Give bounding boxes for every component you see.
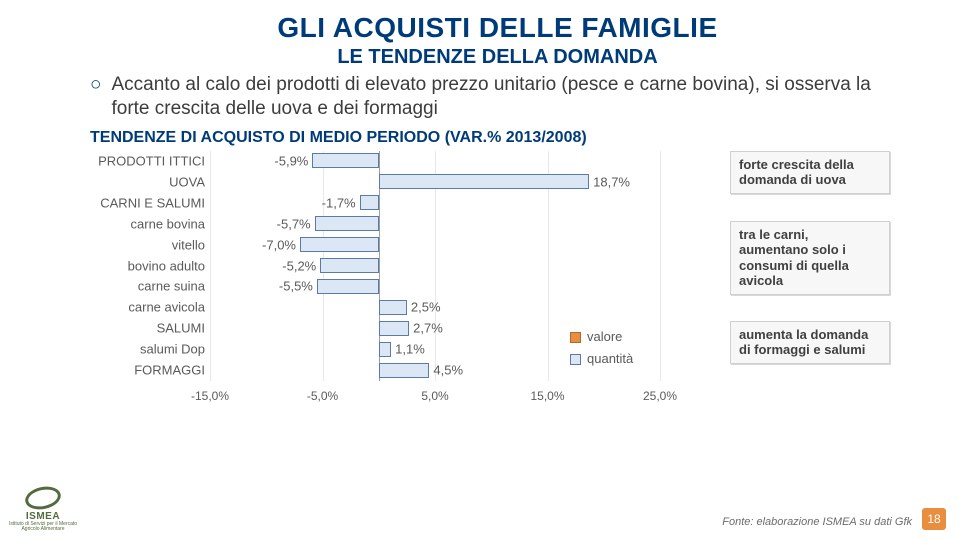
x-tick-label: 25,0% [643, 389, 677, 403]
bar-value-label: 2,7% [413, 321, 443, 336]
logo-subtext: Istituto di Servizi per il Mercato Agric… [8, 522, 78, 532]
bar-value-label: 1,1% [395, 342, 425, 357]
category-label: UOVA [169, 174, 205, 189]
bar [379, 342, 391, 357]
bar [360, 195, 379, 210]
category-label: CARNI E SALUMI [100, 195, 205, 210]
bar [379, 300, 407, 315]
legend-swatch-valore [570, 332, 581, 343]
x-tick-label: 15,0% [530, 389, 564, 403]
bar [312, 153, 378, 168]
annotation-uova: forte crescita della domanda di uova [730, 151, 890, 194]
x-tick-label: -15,0% [191, 389, 229, 403]
category-label: carne suina [138, 279, 205, 294]
bar-value-label: -5,9% [274, 153, 312, 168]
category-label: PRODOTTI ITTICI [98, 153, 205, 168]
category-label: carne avicola [128, 300, 205, 315]
bar-value-label: 18,7% [593, 174, 630, 189]
legend-quantita: quantità [570, 351, 633, 366]
bar [379, 174, 589, 189]
category-label: carne bovina [131, 216, 205, 231]
x-tick-label: 5,0% [421, 389, 448, 403]
bar [320, 258, 379, 273]
annotation-formaggi: aumenta la domanda di formaggi e salumi [730, 321, 890, 364]
bar [315, 216, 379, 231]
category-label: FORMAGGI [134, 363, 205, 378]
page-number-badge: 18 [922, 508, 946, 530]
bar [300, 237, 379, 252]
category-label: vitello [172, 237, 205, 252]
category-label: SALUMI [157, 321, 205, 336]
chart-title: TENDENZE DI ACQUISTO DI MEDIO PERIODO (V… [90, 129, 905, 147]
bar [379, 363, 430, 378]
legend-valore: valore [570, 329, 622, 344]
source-text: Fonte: elaborazione ISMEA su dati Gfk [722, 516, 912, 528]
chart: PRODOTTI ITTICI UOVA CARNI E SALUMI carne b… [90, 151, 905, 441]
bullet-item: ○ Accanto al calo dei prodotti di elevat… [90, 73, 905, 121]
bullet-icon: ○ [90, 73, 101, 97]
bar [317, 279, 379, 294]
category-label: salumi Dop [140, 342, 205, 357]
brand-logo: ISMEA Istituto di Servizi per il Mercato… [8, 486, 78, 532]
bar-value-label: -1,7% [322, 195, 360, 210]
category-label: bovino adulto [128, 258, 205, 273]
annotation-carni: tra le carni, aumentano solo i consumi d… [730, 221, 890, 295]
page-title: GLI ACQUISTI DELLE FAMIGLIE [90, 12, 905, 44]
bar-value-label: 4,5% [433, 363, 463, 378]
page-subtitle: LE TENDENZE DELLA DOMANDA [90, 46, 905, 69]
bar-value-label: -5,7% [277, 216, 315, 231]
logo-text: ISMEA [26, 511, 60, 522]
bar-value-label: -7,0% [262, 237, 300, 252]
legend-label: quantità [587, 351, 633, 366]
x-tick-label: -5,0% [307, 389, 338, 403]
bar-value-label: 2,5% [411, 300, 441, 315]
bar [379, 321, 409, 336]
logo-icon [23, 483, 63, 512]
bar-value-label: -5,5% [279, 279, 317, 294]
legend-swatch-quantita [570, 354, 581, 365]
legend-label: valore [587, 329, 622, 344]
bullet-text: Accanto al calo dei prodotti di elevato … [111, 73, 895, 121]
bar-value-label: -5,2% [282, 258, 320, 273]
